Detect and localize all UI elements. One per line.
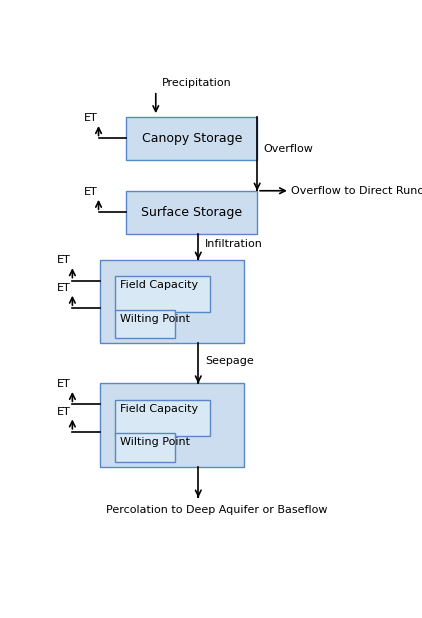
Bar: [115, 400, 210, 436]
Text: Overflow to Direct Runoff: Overflow to Direct Runoff: [292, 186, 422, 196]
Text: Infiltration: Infiltration: [205, 239, 263, 249]
Bar: [126, 117, 257, 160]
Text: Overflow: Overflow: [264, 144, 314, 154]
Text: ET: ET: [84, 187, 97, 197]
Text: Surface Storage: Surface Storage: [141, 206, 242, 219]
Text: Canopy Storage: Canopy Storage: [141, 132, 242, 145]
Text: Wilting Point: Wilting Point: [120, 438, 190, 447]
Text: ET: ET: [57, 255, 71, 265]
Text: ET: ET: [57, 283, 71, 293]
Text: Percolation to Deep Aquifer or Baseflow: Percolation to Deep Aquifer or Baseflow: [106, 505, 327, 515]
Text: Precipitation: Precipitation: [162, 78, 232, 88]
Bar: [115, 310, 176, 338]
Bar: [115, 276, 210, 312]
Bar: [115, 433, 176, 462]
Bar: [100, 260, 244, 343]
Text: ET: ET: [57, 379, 71, 389]
Bar: [100, 383, 244, 467]
Text: Wilting Point: Wilting Point: [120, 313, 190, 323]
Text: Field Capacity: Field Capacity: [120, 280, 198, 290]
Text: Field Capacity: Field Capacity: [120, 404, 198, 414]
Text: ET: ET: [57, 407, 71, 417]
Text: ET: ET: [84, 113, 97, 123]
Text: Seepage: Seepage: [205, 356, 254, 366]
Bar: [126, 191, 257, 234]
